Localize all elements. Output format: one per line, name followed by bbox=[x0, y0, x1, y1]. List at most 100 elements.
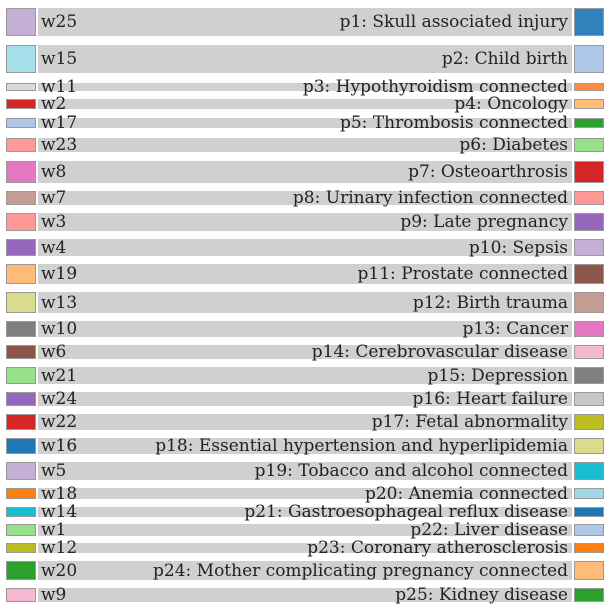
flow-band bbox=[38, 45, 572, 73]
flow-band bbox=[38, 392, 572, 406]
right-node-label: p21: Gastroesophageal reflux disease bbox=[244, 502, 568, 522]
left-swatch bbox=[6, 438, 36, 454]
left-swatch bbox=[6, 345, 36, 359]
left-node-label: w2 bbox=[41, 94, 67, 114]
right-node-label: p3: Hypothyroidism connected bbox=[302, 77, 568, 97]
right-swatch bbox=[574, 8, 604, 36]
flow-band bbox=[38, 118, 572, 128]
left-node-label: w8 bbox=[41, 162, 67, 182]
left-node-label: w22 bbox=[41, 412, 78, 432]
left-node-label: w3 bbox=[41, 212, 67, 232]
right-swatch bbox=[574, 345, 604, 359]
right-node-label: p12: Birth trauma bbox=[412, 292, 568, 313]
left-node-label: w12 bbox=[41, 538, 78, 558]
left-swatch bbox=[6, 488, 36, 499]
left-swatch bbox=[6, 462, 36, 480]
right-swatch bbox=[574, 161, 604, 183]
flow-band bbox=[38, 438, 572, 454]
right-node-label: p23: Coronary atherosclerosis bbox=[307, 538, 568, 558]
flow-band bbox=[38, 99, 572, 109]
right-node-label: p16: Heart failure bbox=[412, 389, 568, 409]
right-swatch bbox=[574, 488, 604, 499]
right-swatch bbox=[574, 524, 604, 536]
right-node-label: p9: Late pregnancy bbox=[400, 212, 568, 232]
left-node-label: w17 bbox=[41, 113, 78, 133]
right-swatch bbox=[574, 264, 604, 284]
right-swatch bbox=[574, 438, 604, 454]
left-swatch bbox=[6, 99, 36, 109]
flow-band bbox=[38, 345, 572, 359]
left-node-label: w13 bbox=[41, 292, 78, 313]
right-node-label: p5: Thrombosis connected bbox=[339, 113, 568, 133]
right-swatch bbox=[574, 462, 604, 480]
flow-band bbox=[38, 367, 572, 384]
flow-band bbox=[38, 213, 572, 231]
left-node-label: w1 bbox=[41, 520, 67, 540]
right-node-label: p14: Cerebrovascular disease bbox=[311, 342, 568, 362]
left-swatch bbox=[6, 561, 36, 580]
left-node-label: w4 bbox=[41, 237, 67, 258]
left-node-label: w25 bbox=[41, 12, 78, 32]
right-node-label: p8: Urinary infection connected bbox=[292, 188, 568, 208]
left-swatch bbox=[6, 321, 36, 337]
left-node-label: w20 bbox=[41, 560, 78, 581]
right-swatch bbox=[574, 507, 604, 517]
right-node-label: p22: Liver disease bbox=[410, 520, 568, 540]
right-node-label: p7: Osteoarthrosis bbox=[408, 162, 568, 182]
right-swatch bbox=[574, 414, 604, 430]
left-node-label: w15 bbox=[41, 49, 78, 69]
left-swatch bbox=[6, 392, 36, 406]
right-swatch bbox=[574, 561, 604, 580]
left-swatch bbox=[6, 8, 36, 36]
flow-band bbox=[38, 414, 572, 430]
right-node-label: p19: Tobacco and alcohol connected bbox=[254, 461, 568, 481]
left-swatch bbox=[6, 191, 36, 205]
left-node-label: w9 bbox=[41, 585, 67, 605]
right-swatch bbox=[574, 83, 604, 91]
flow-band bbox=[38, 264, 572, 284]
right-node-label: p6: Diabetes bbox=[459, 135, 568, 155]
left-node-label: w19 bbox=[41, 264, 78, 284]
left-node-label: w16 bbox=[41, 436, 78, 456]
right-swatch bbox=[574, 321, 604, 337]
right-node-label: p10: Sepsis bbox=[468, 237, 568, 258]
right-swatch bbox=[574, 118, 604, 128]
flow-band bbox=[38, 8, 572, 36]
right-swatch bbox=[574, 292, 604, 313]
flow-band bbox=[38, 588, 572, 602]
right-swatch bbox=[574, 543, 604, 553]
right-node-label: p24: Mother complicating pregnancy conne… bbox=[153, 560, 568, 581]
right-node-label: p1: Skull associated injury bbox=[339, 12, 568, 32]
flow-band bbox=[38, 138, 572, 152]
right-swatch bbox=[574, 99, 604, 109]
left-node-label: w18 bbox=[41, 483, 78, 504]
left-node-label: w21 bbox=[41, 365, 78, 386]
left-node-label: w23 bbox=[41, 135, 78, 155]
right-swatch bbox=[574, 367, 604, 384]
left-swatch bbox=[6, 83, 36, 91]
left-swatch bbox=[6, 161, 36, 183]
left-node-label: w5 bbox=[41, 461, 67, 481]
flow-band bbox=[38, 239, 572, 256]
right-node-label: p2: Child birth bbox=[441, 49, 568, 69]
left-swatch bbox=[6, 118, 36, 128]
flow-band bbox=[38, 321, 572, 337]
right-swatch bbox=[574, 191, 604, 205]
flow-band bbox=[38, 543, 572, 553]
flow-band bbox=[38, 507, 572, 517]
right-swatch bbox=[574, 213, 604, 231]
flow-band bbox=[38, 292, 572, 313]
right-swatch bbox=[574, 138, 604, 152]
left-node-label: w14 bbox=[41, 502, 78, 522]
right-swatch bbox=[574, 588, 604, 602]
right-swatch bbox=[574, 239, 604, 256]
left-swatch bbox=[6, 588, 36, 602]
left-node-label: w24 bbox=[41, 389, 78, 409]
right-node-label: p15: Depression bbox=[427, 365, 568, 386]
left-swatch bbox=[6, 524, 36, 536]
right-node-label: p4: Oncology bbox=[454, 94, 568, 114]
flow-band bbox=[38, 561, 572, 580]
right-node-label: p13: Cancer bbox=[462, 319, 568, 339]
flow-band bbox=[38, 488, 572, 499]
